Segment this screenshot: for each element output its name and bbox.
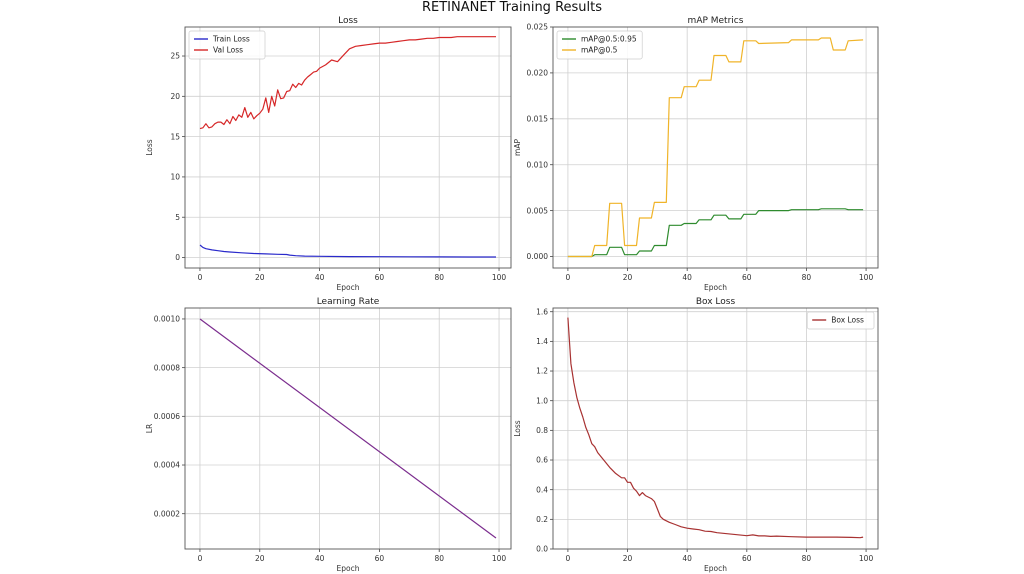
- chart-title: Learning Rate: [317, 297, 380, 307]
- y-tick-label: 0: [175, 253, 180, 262]
- x-tick-label: 20: [623, 554, 633, 563]
- y-tick-label: 0.005: [527, 206, 549, 215]
- legend: Train Loss Val Loss: [188, 30, 266, 60]
- y-tick-label: 0.0: [536, 545, 548, 554]
- chart-0: 0 20 40 60 80 100 0 5 10 15 20 25 Loss Epoch Loss Train…: [145, 16, 512, 292]
- y-tick-label: 1.2: [536, 367, 548, 376]
- x-axis-label: Epoch: [337, 564, 360, 573]
- x-tick-label: 60: [375, 554, 385, 563]
- x-tick-label: 20: [623, 273, 633, 282]
- legend-label: Val Loss: [213, 46, 243, 55]
- y-tick-label: 0.025: [527, 23, 549, 32]
- y-tick-label: 0.2: [536, 515, 548, 524]
- legend-label: Train Loss: [212, 35, 250, 44]
- x-axis-label: Epoch: [704, 564, 727, 573]
- y-tick-label: 0.0004: [154, 461, 180, 470]
- y-tick-label: 0.000: [527, 252, 549, 261]
- y-tick-label: 0.010: [527, 160, 549, 169]
- series-line-map-0-5-0-95: [567, 208, 864, 258]
- x-tick-label: 100: [859, 554, 874, 563]
- y-tick-label: 25: [170, 52, 180, 61]
- y-tick-label: 0.0002: [154, 509, 180, 518]
- x-tick-label: 0: [566, 273, 571, 282]
- x-tick-label: 20: [255, 554, 265, 563]
- legend-label: Box Loss: [831, 316, 864, 325]
- y-tick-label: 1.6: [536, 307, 548, 316]
- x-tick-label: 100: [492, 554, 507, 563]
- chart-title: Loss: [338, 16, 358, 26]
- y-tick-label: 1.4: [536, 337, 548, 346]
- y-tick-label: 0.6: [536, 456, 548, 465]
- y-tick-label: 0.8: [536, 426, 548, 435]
- x-tick-label: 40: [682, 554, 692, 563]
- x-tick-label: 80: [434, 273, 444, 282]
- x-tick-label: 0: [198, 554, 203, 563]
- x-tick-label: 40: [682, 273, 692, 282]
- chart-title: mAP Metrics: [688, 16, 744, 26]
- figure-title: RETINANET Training Results: [421, 0, 603, 15]
- series-line-val-loss: [199, 36, 496, 130]
- y-tick-label: 20: [170, 92, 180, 101]
- axes-frame: [184, 307, 512, 550]
- axes-frame: [184, 26, 512, 269]
- y-tick-label: 0.0010: [154, 315, 180, 324]
- legend-label: mAP@0.5:0.95: [581, 35, 637, 44]
- y-axis-label: Loss: [513, 420, 522, 437]
- y-tick-label: 0.015: [527, 115, 549, 124]
- legend: Box Loss: [806, 311, 875, 330]
- legend-box: [806, 311, 875, 330]
- x-tick-label: 0: [566, 554, 571, 563]
- axes-frame: [552, 26, 879, 269]
- x-tick-label: 80: [802, 554, 812, 563]
- y-axis-label: Loss: [145, 139, 154, 156]
- y-tick-label: 0.0008: [154, 363, 180, 372]
- y-tick-label: 15: [170, 132, 180, 141]
- x-tick-label: 0: [198, 273, 203, 282]
- legend-box: [188, 30, 266, 60]
- y-tick-label: 5: [175, 213, 180, 222]
- x-tick-label: 100: [492, 273, 507, 282]
- legend: mAP@0.5:0.95 mAP@0.5: [556, 30, 643, 60]
- legend-label: mAP@0.5: [581, 46, 618, 55]
- y-axis-label: mAP: [513, 139, 522, 156]
- y-tick-label: 0.4: [536, 485, 548, 494]
- series-line-lr: [199, 318, 497, 539]
- x-tick-label: 80: [802, 273, 812, 282]
- y-tick-label: 0.020: [527, 69, 549, 78]
- axes-frame: [552, 307, 879, 550]
- chart-2: 0 20 40 60 80 100 0.0002 0.0004 0.0006 0.0008 0.00…: [145, 297, 512, 573]
- x-axis-label: Epoch: [704, 283, 727, 292]
- y-tick-label: 10: [170, 173, 180, 182]
- x-axis-label: Epoch: [337, 283, 360, 292]
- y-axis-label: LR: [145, 424, 154, 433]
- x-tick-label: 80: [434, 554, 444, 563]
- y-tick-label: 1.0: [536, 396, 548, 405]
- x-tick-label: 20: [255, 273, 265, 282]
- series-line-train-loss: [199, 244, 496, 258]
- y-tick-label: 0.0006: [154, 412, 180, 421]
- chart-1: 0 20 40 60 80 100 0.000 0.005 0.010 0.015 0.020 0.0…: [513, 16, 879, 292]
- x-tick-label: 100: [859, 273, 874, 282]
- x-tick-label: 40: [315, 273, 325, 282]
- series-line-map-0-5: [567, 37, 864, 258]
- chart-3: 0 20 40 60 80 100 0.0 0.2 0.4 0.6 0.8 1.0 1.2 1.4 1.6 B…: [513, 297, 879, 573]
- chart-title: Box Loss: [696, 297, 736, 307]
- x-tick-label: 60: [375, 273, 385, 282]
- legend-box: [556, 30, 643, 60]
- x-tick-label: 60: [742, 554, 752, 563]
- x-tick-label: 60: [742, 273, 752, 282]
- series-line-box-loss: [567, 317, 864, 539]
- x-tick-label: 40: [315, 554, 325, 563]
